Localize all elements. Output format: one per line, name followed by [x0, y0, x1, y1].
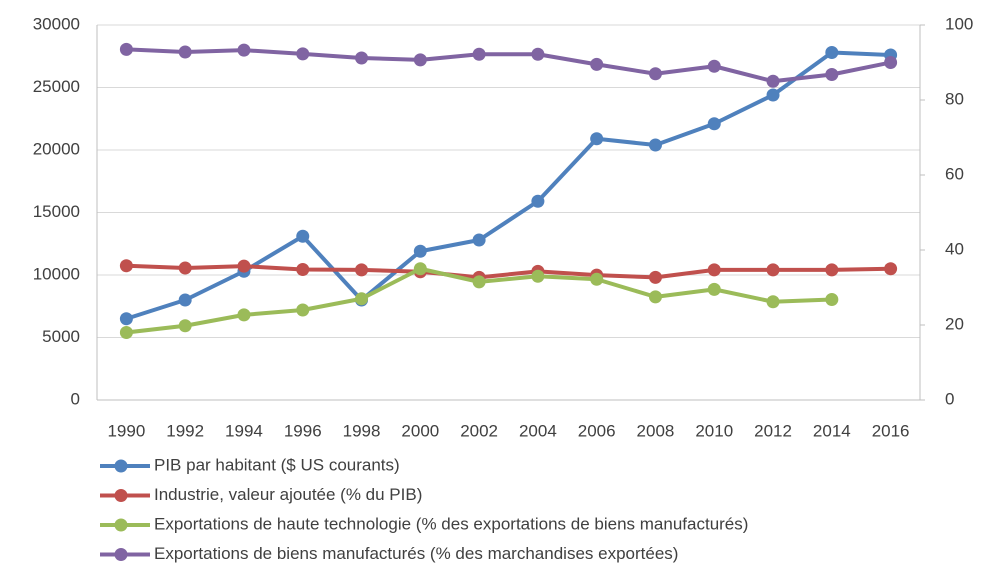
x-tick-label: 1990	[107, 421, 145, 440]
y-tick-label: 10000	[33, 264, 80, 283]
point	[178, 293, 192, 307]
x-tick-label: 1998	[343, 421, 381, 440]
x-tick-label: 1994	[225, 421, 263, 440]
series-line	[126, 263, 891, 280]
point	[825, 68, 839, 81]
y2-tick-label: 40	[945, 239, 964, 258]
point	[766, 295, 780, 309]
point	[413, 53, 427, 67]
point	[590, 272, 604, 286]
y2-tick-label: 0	[945, 389, 954, 408]
point	[707, 59, 721, 73]
series-line	[126, 47, 892, 84]
point	[119, 326, 133, 339]
point	[178, 261, 192, 275]
legend-marker	[114, 459, 128, 473]
y-tick-label: 5000	[42, 327, 80, 346]
point	[472, 233, 486, 247]
point	[355, 51, 369, 65]
point	[413, 262, 427, 276]
legend-marker	[114, 489, 128, 502]
point	[707, 282, 721, 296]
legend-marker	[114, 548, 128, 561]
y-tick-label: 25000	[33, 77, 80, 96]
y-tick-label: 0	[71, 389, 80, 408]
point	[531, 194, 545, 208]
x-tick-label: 2004	[519, 421, 557, 440]
point	[178, 45, 192, 59]
x-tick-label: 2014	[813, 421, 851, 440]
y2-tick-label: 60	[945, 164, 964, 183]
point	[355, 292, 369, 306]
x-tick-label: 2012	[754, 421, 792, 440]
point	[237, 308, 251, 322]
x-tick-label: 1992	[166, 421, 204, 440]
point	[296, 303, 310, 317]
point	[825, 46, 839, 59]
x-tick-label: 2000	[401, 421, 439, 440]
legend-label: PIB par habitant ($ US courants)	[154, 455, 400, 474]
point	[766, 88, 780, 102]
y-tick-label: 30000	[33, 14, 80, 33]
x-tick-label: 2010	[695, 421, 733, 440]
point	[825, 263, 839, 277]
point	[766, 74, 780, 88]
point	[648, 67, 662, 81]
point	[355, 263, 369, 277]
point	[648, 270, 662, 284]
x-tick-label: 2016	[872, 421, 910, 440]
point	[648, 290, 662, 304]
point	[237, 259, 251, 273]
point	[766, 263, 780, 277]
point	[707, 117, 721, 131]
point	[178, 319, 192, 333]
point	[531, 269, 545, 283]
point	[648, 138, 662, 152]
y2-tick-label: 20	[945, 314, 964, 333]
legend-marker	[114, 518, 128, 532]
x-tick-label: 2002	[460, 421, 498, 440]
x-tick-label: 1996	[284, 421, 322, 440]
point	[296, 229, 310, 243]
legend-label: Exportations de biens manufacturés (% de…	[154, 544, 678, 563]
point	[119, 42, 133, 56]
point	[472, 47, 486, 61]
point	[119, 259, 133, 273]
point	[119, 312, 133, 326]
point	[531, 47, 545, 61]
point	[237, 43, 251, 57]
point	[884, 56, 898, 69]
y-tick-label: 15000	[33, 202, 80, 221]
y2-tick-label: 100	[945, 14, 973, 33]
x-tick-label: 2006	[578, 421, 616, 440]
legend-label: Industrie, valeur ajoutée (% du PIB)	[154, 485, 422, 504]
point	[884, 262, 898, 276]
point	[707, 263, 721, 277]
legend-label: Exportations de haute technologie (% des…	[154, 514, 748, 533]
point	[296, 263, 310, 276]
point	[296, 47, 310, 61]
point	[413, 244, 427, 258]
point	[825, 293, 839, 306]
point	[590, 132, 604, 146]
x-tick-label: 2008	[637, 421, 675, 440]
y2-tick-label: 80	[945, 89, 964, 108]
point	[472, 275, 486, 289]
point	[590, 57, 604, 71]
y-tick-label: 20000	[33, 139, 80, 158]
